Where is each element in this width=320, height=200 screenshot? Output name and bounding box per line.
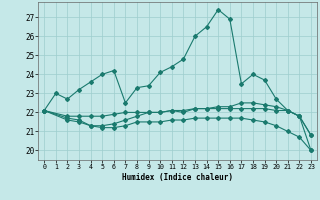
X-axis label: Humidex (Indice chaleur): Humidex (Indice chaleur) [122, 173, 233, 182]
